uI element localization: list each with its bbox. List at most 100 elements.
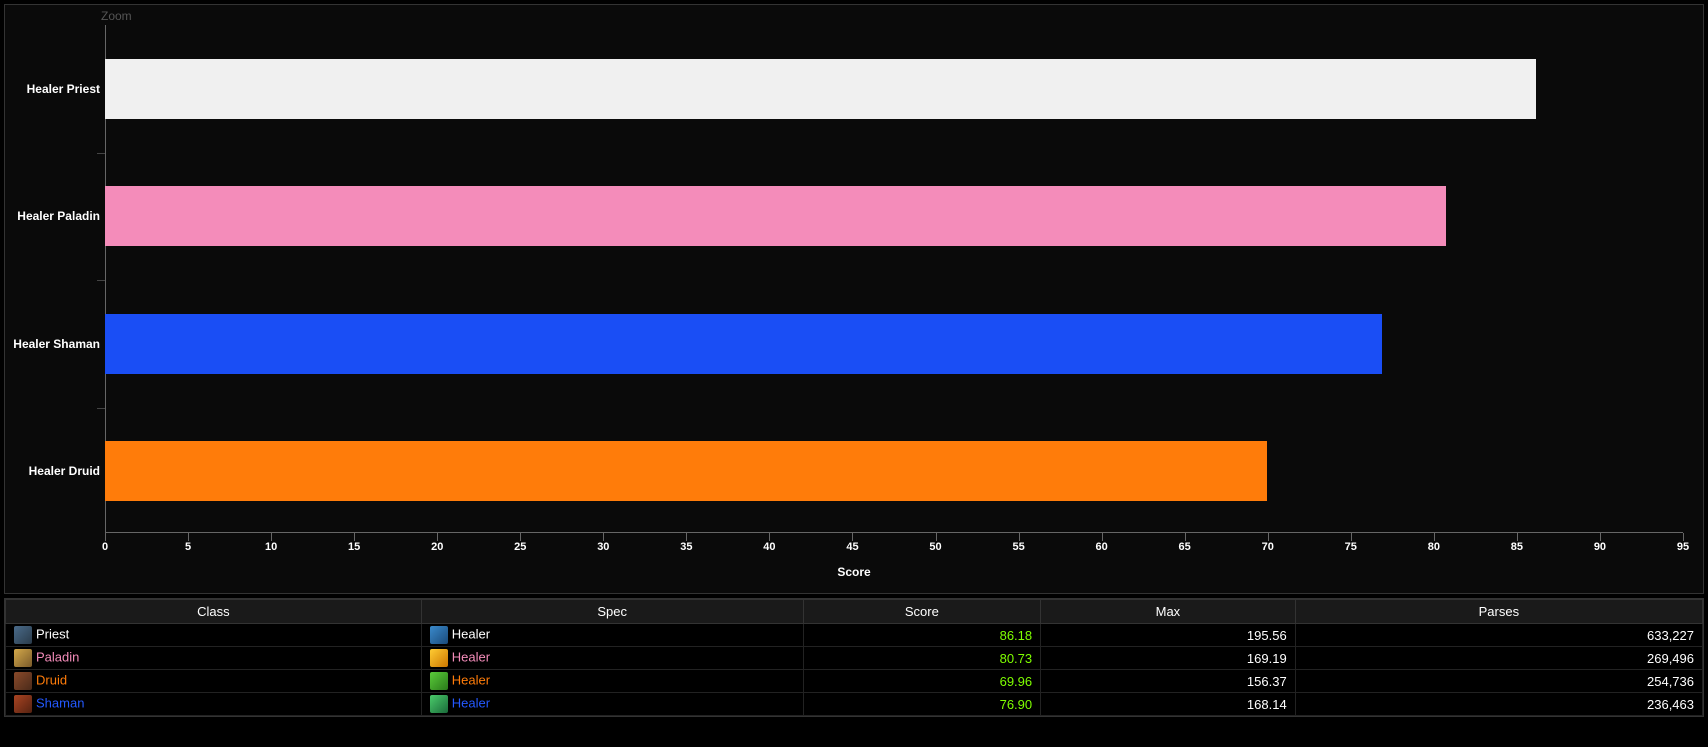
spec-icon <box>430 649 448 667</box>
x-tick: 65 <box>1185 533 1186 541</box>
bar-label: Healer Shaman <box>5 337 100 351</box>
class-icon <box>14 649 32 667</box>
class-cell[interactable]: Druid <box>6 670 422 693</box>
class-name: Priest <box>36 626 69 641</box>
table-header-cell[interactable]: Parses <box>1295 600 1702 624</box>
x-tick-label: 10 <box>265 541 277 553</box>
spec-cell[interactable]: Healer <box>421 624 803 647</box>
x-axis <box>105 532 1683 533</box>
spec-cell[interactable]: Healer <box>421 670 803 693</box>
x-tick: 20 <box>437 533 438 541</box>
x-tick-label: 60 <box>1096 541 1108 553</box>
stats-table: ClassSpecScoreMaxParses Priest Healer 86.1… <box>5 599 1703 716</box>
class-name: Druid <box>36 672 67 687</box>
y-tick <box>97 280 105 281</box>
x-tick-label: 90 <box>1594 541 1606 553</box>
x-tick: 60 <box>1102 533 1103 541</box>
spec-cell[interactable]: Healer <box>421 647 803 670</box>
spec-name: Healer <box>452 649 490 664</box>
spec-icon <box>430 626 448 644</box>
x-tick-label: 65 <box>1179 541 1191 553</box>
x-tick: 35 <box>686 533 687 541</box>
bar[interactable] <box>105 441 1267 501</box>
x-tick: 55 <box>1019 533 1020 541</box>
bar-row: Healer Druid <box>105 441 1683 501</box>
bar-row: Healer Shaman <box>105 314 1683 374</box>
x-tick: 0 <box>105 533 106 541</box>
score-cell: 69.96 <box>803 670 1041 693</box>
x-tick: 15 <box>354 533 355 541</box>
x-tick: 70 <box>1268 533 1269 541</box>
bar-label: Healer Priest <box>5 82 100 96</box>
x-tick-label: 55 <box>1012 541 1024 553</box>
score-chart: Zoom 0 5 10 15 20 25 30 35 40 45 50 55 60 65 70 75 80 85 9… <box>4 4 1704 594</box>
x-tick: 80 <box>1434 533 1435 541</box>
max-cell: 195.56 <box>1041 624 1296 647</box>
bar[interactable] <box>105 59 1536 119</box>
table-row: Druid Healer 69.96156.37254,736 <box>6 670 1703 693</box>
max-cell: 169.19 <box>1041 647 1296 670</box>
x-tick: 90 <box>1600 533 1601 541</box>
score-cell: 76.90 <box>803 693 1041 716</box>
x-axis-title: Score <box>837 565 870 579</box>
parses-cell: 254,736 <box>1295 670 1702 693</box>
table-header-cell[interactable]: Max <box>1041 600 1296 624</box>
x-tick: 50 <box>936 533 937 541</box>
x-tick-label: 15 <box>348 541 360 553</box>
x-tick-label: 75 <box>1345 541 1357 553</box>
table-header-cell[interactable]: Class <box>6 600 422 624</box>
zoom-label[interactable]: Zoom <box>101 9 132 23</box>
spec-name: Healer <box>452 695 490 710</box>
x-tick: 10 <box>271 533 272 541</box>
class-icon <box>14 695 32 713</box>
bar[interactable] <box>105 186 1446 246</box>
bar-label: Healer Druid <box>5 464 100 478</box>
table-header-row: ClassSpecScoreMaxParses <box>6 600 1703 624</box>
spec-icon <box>430 672 448 690</box>
x-tick-label: 50 <box>929 541 941 553</box>
x-tick-label: 30 <box>597 541 609 553</box>
x-tick: 40 <box>769 533 770 541</box>
x-tick-label: 25 <box>514 541 526 553</box>
bar-row: Healer Paladin <box>105 186 1683 246</box>
x-tick-label: 35 <box>680 541 692 553</box>
x-tick: 75 <box>1351 533 1352 541</box>
x-tick: 45 <box>852 533 853 541</box>
x-tick-label: 80 <box>1428 541 1440 553</box>
x-tick: 25 <box>520 533 521 541</box>
x-tick-label: 40 <box>763 541 775 553</box>
table-header-cell[interactable]: Spec <box>421 600 803 624</box>
x-tick-label: 85 <box>1511 541 1523 553</box>
y-tick <box>97 153 105 154</box>
spec-cell[interactable]: Healer <box>421 693 803 716</box>
class-icon <box>14 672 32 690</box>
table-header-cell[interactable]: Score <box>803 600 1041 624</box>
score-cell: 86.18 <box>803 624 1041 647</box>
max-cell: 168.14 <box>1041 693 1296 716</box>
x-tick: 85 <box>1517 533 1518 541</box>
class-cell[interactable]: Paladin <box>6 647 422 670</box>
class-name: Shaman <box>36 695 84 710</box>
x-tick: 95 <box>1683 533 1684 541</box>
y-tick <box>97 408 105 409</box>
max-cell: 156.37 <box>1041 670 1296 693</box>
x-tick-label: 20 <box>431 541 443 553</box>
x-tick: 30 <box>603 533 604 541</box>
x-tick-label: 45 <box>846 541 858 553</box>
spec-icon <box>430 695 448 713</box>
class-cell[interactable]: Priest <box>6 624 422 647</box>
table-row: PaladinHealer80.73169.19269,496 <box>6 647 1703 670</box>
bar[interactable] <box>105 314 1382 374</box>
x-tick-label: 95 <box>1677 541 1689 553</box>
table-row: Priest Healer 86.18195.56633,227 <box>6 624 1703 647</box>
class-icon <box>14 626 32 644</box>
spec-name: Healer <box>452 626 490 641</box>
class-name: Paladin <box>36 649 79 664</box>
parses-cell: 269,496 <box>1295 647 1702 670</box>
x-tick-label: 5 <box>185 541 191 553</box>
stats-table-container: ClassSpecScoreMaxParses Priest Healer 86.1… <box>4 598 1704 717</box>
table-row: ShamanHealer76.90168.14236,463 <box>6 693 1703 716</box>
parses-cell: 633,227 <box>1295 624 1702 647</box>
spec-name: Healer <box>452 672 490 687</box>
class-cell[interactable]: Shaman <box>6 693 422 716</box>
